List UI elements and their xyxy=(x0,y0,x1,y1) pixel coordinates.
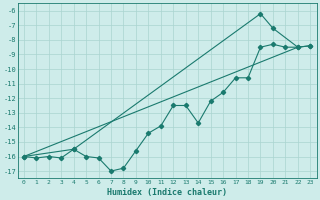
X-axis label: Humidex (Indice chaleur): Humidex (Indice chaleur) xyxy=(107,188,227,197)
